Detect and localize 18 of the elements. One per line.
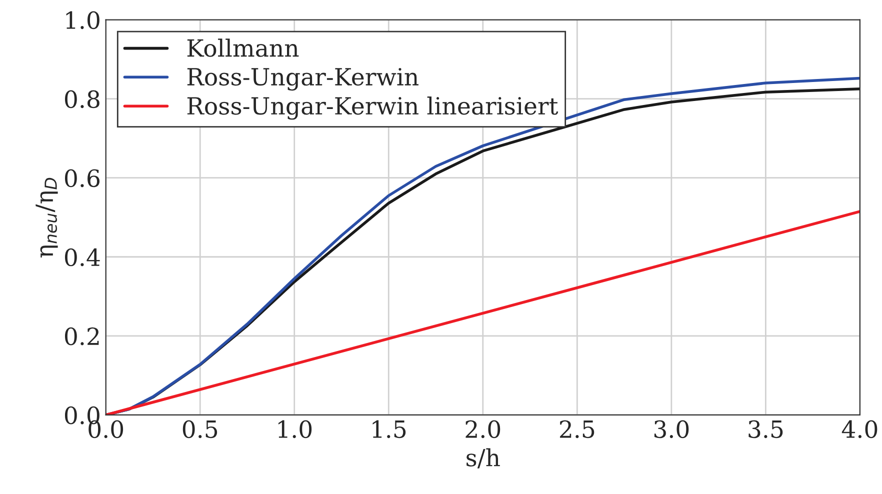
x-tick-label: 1.0 [278,420,312,438]
y-tick-label: 0.6 [64,169,100,188]
y-tick-label: 0.8 [64,90,100,108]
y-axis-title: η$_{neu}$/η$_{D}$ [36,178,58,258]
x-tick-label: 4.0 [842,420,878,438]
x-tick-label: 1.5 [372,420,406,438]
x-tick-label: 3.0 [654,420,689,438]
y-tick-label: 0.2 [64,327,99,346]
x-tick-label: 0.5 [182,420,218,438]
y-tick-label: 1.0 [66,11,100,30]
legend-label: Ross-Ungar-Kerwin [187,68,418,91]
legend-label: Ross-Ungar-Kerwin linearisiert [187,96,558,120]
x-axis-title: s/h [466,448,500,468]
x-tick-label: 3.5 [748,420,783,438]
legend-label: Kollmann [187,38,299,57]
x-tick-label: 2.0 [466,420,500,438]
x-tick-label: 2.5 [560,420,594,438]
y-tick-label: 0.4 [64,248,100,266]
